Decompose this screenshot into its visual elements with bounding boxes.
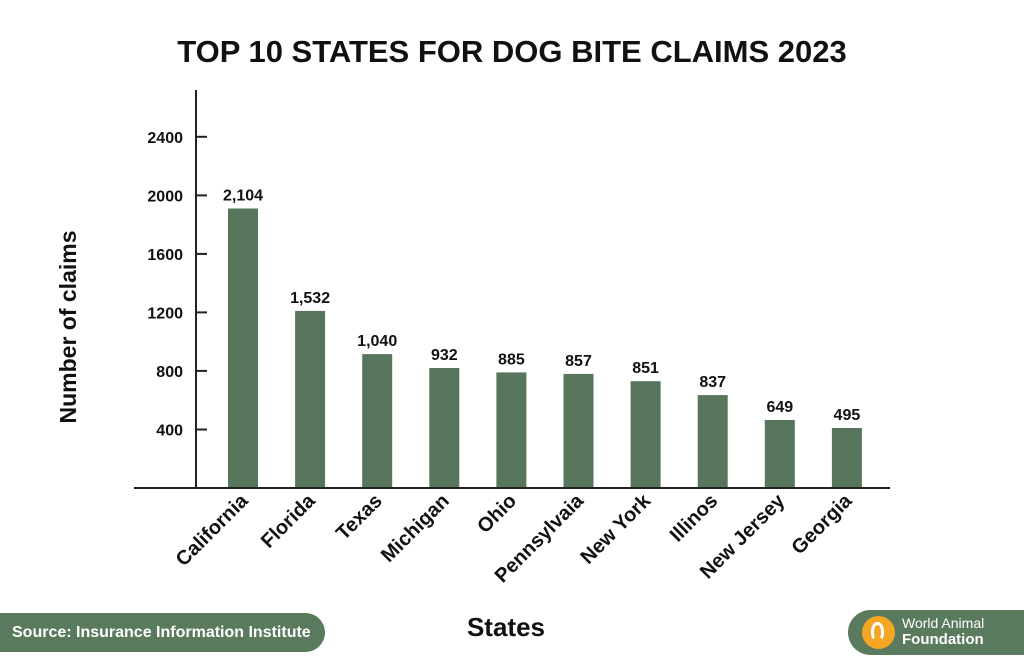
x-tick-label: Florida [257,489,320,552]
y-axis-label: Number of claims [55,231,81,424]
x-tick-label: Texas [332,490,387,545]
logo-text-line1: World Animal [902,615,985,631]
data-label: 649 [766,399,793,416]
bar-michigan [429,368,460,488]
y-tick-label: 400 [156,423,183,440]
bars-group [228,208,862,488]
data-label: 857 [565,353,592,370]
dog-paw-logo-icon [862,616,895,649]
bar-pennsylvaia [563,373,594,488]
data-label: 1,040 [357,333,397,350]
x-axis-label: States [467,612,545,642]
x-tick-label: Michigan [377,490,454,567]
bar-new-york [630,381,661,488]
data-label: 1,532 [290,290,330,307]
x-tick-label: Ohio [473,490,521,538]
data-label: 837 [699,374,726,391]
y-tick-label: 1600 [147,247,183,264]
y-tick-label: 2400 [147,130,183,147]
bar-new-jersey [764,420,795,488]
bar-illinos [697,395,728,488]
chart-title: TOP 10 STATES FOR DOG BITE CLAIMS 2023 [177,34,847,69]
y-tick-label: 1200 [147,305,183,322]
y-tick-label: 2000 [147,188,183,205]
data-label: 2,104 [223,188,263,205]
x-tick-label: Georgia [787,489,857,559]
bar-ohio [496,372,527,488]
x-tick-label: California [172,489,253,570]
y-ticks-group: 400 800 1200 1600 2000 2400 [147,130,207,440]
source-badge: Source: Insurance Information Institute [0,613,325,652]
bar-texas [362,354,393,488]
data-label: 495 [834,407,861,424]
world-animal-foundation-logo: World Animal Foundation [848,610,1024,655]
bar-georgia [831,428,862,488]
x-tick-label: New York [576,489,655,568]
bar-florida [295,310,326,488]
source-text: Source: Insurance Information Institute [12,624,311,641]
data-label: 932 [431,347,458,364]
y-tick-label: 800 [156,364,183,381]
data-labels-group: 2,104 1,532 1,040 932 885 857 851 837 649 495 [223,188,860,425]
x-tick-label: Illinos [666,490,722,546]
data-label: 851 [632,360,659,377]
bar-california [228,208,258,488]
logo-text-line2: Foundation [902,631,984,648]
data-label: 885 [498,351,525,368]
